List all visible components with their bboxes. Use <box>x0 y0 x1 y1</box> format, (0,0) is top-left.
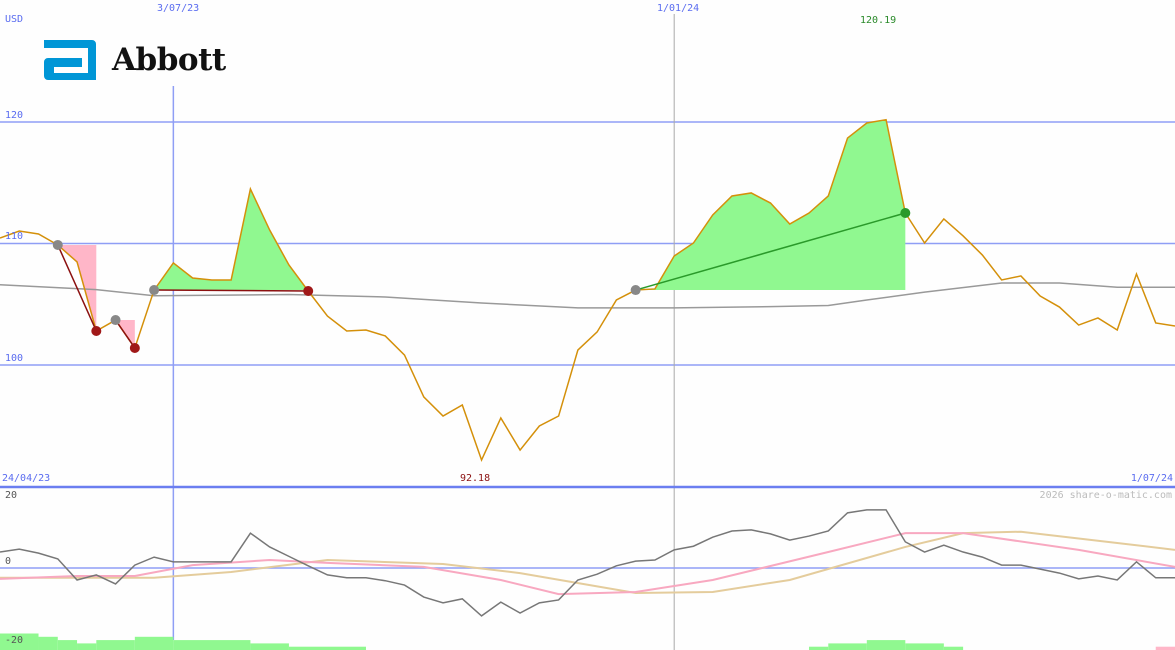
trade-line <box>154 289 309 292</box>
max-price-label: 120.19 <box>860 15 897 26</box>
slow-signal-line <box>0 530 1175 595</box>
osc-bar <box>1155 646 1175 650</box>
price-line <box>0 118 1175 463</box>
min-price-label: 92.18 <box>460 473 491 484</box>
y-tick-label: 120 <box>5 110 24 121</box>
trade-shading <box>635 119 906 291</box>
osc-bar <box>288 646 366 650</box>
osc-bar <box>828 643 867 650</box>
oscillator-line <box>0 509 1175 617</box>
trade-entry-marker <box>630 285 641 296</box>
osc-bar <box>0 633 39 650</box>
osc-bar <box>57 640 78 650</box>
osc-tick-label: 0 <box>5 556 12 567</box>
abbott-logo: Abbott <box>40 36 226 84</box>
osc-bar <box>866 640 906 650</box>
osc-bar <box>173 640 251 650</box>
y-tick-label: 100 <box>5 353 24 364</box>
trade-entry-marker <box>149 285 160 296</box>
osc-bar <box>809 646 829 650</box>
osc-bar <box>96 640 135 650</box>
trade-entry-marker <box>52 239 63 250</box>
osc-bar <box>250 643 289 650</box>
osc-bar <box>943 646 964 650</box>
osc-bar <box>38 636 58 650</box>
trade-shading <box>57 244 97 331</box>
currency-label: USD <box>5 14 24 25</box>
watermark: 2026 share-o-matic.com <box>1039 490 1172 501</box>
end-date-label: 1/07/24 <box>1130 473 1173 484</box>
date-marker-label: 1/01/24 <box>657 3 700 14</box>
osc-tick-label: 20 <box>5 490 18 501</box>
osc-bar <box>77 643 97 650</box>
trade-entry-marker <box>110 315 121 326</box>
trade-line <box>57 244 97 332</box>
trade-shading <box>154 188 309 291</box>
y-tick-label: 110 <box>5 231 24 242</box>
trade-exit-marker <box>900 208 911 219</box>
date-marker-label: 3/07/23 <box>157 3 200 14</box>
trade-line <box>114 319 136 349</box>
trade-exit-marker <box>303 286 314 297</box>
start-date-label: 24/04/23 <box>2 473 51 484</box>
brand-name: Abbott <box>112 42 226 78</box>
osc-bar <box>905 643 944 650</box>
osc-bar <box>134 636 174 650</box>
moving-average-line <box>0 282 1175 309</box>
osc-tick-label: -20 <box>5 635 24 646</box>
trade-exit-marker <box>91 325 102 336</box>
fast-signal-line <box>0 532 1175 596</box>
abbott-logo-icon <box>44 40 96 80</box>
trade-line <box>635 212 906 291</box>
trade-exit-marker <box>129 342 140 353</box>
